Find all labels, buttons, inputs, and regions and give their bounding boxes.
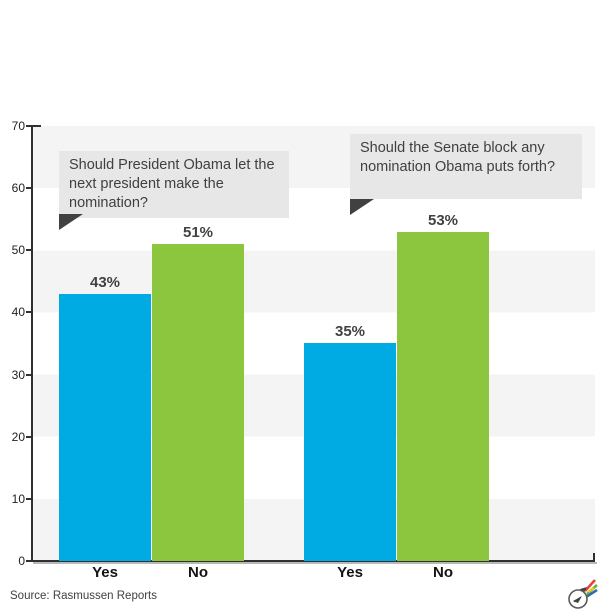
y-axis-line xyxy=(31,125,33,562)
x-axis-line xyxy=(31,560,595,562)
y-axis-tick-label: 70 xyxy=(11,119,25,133)
question-bubble-1: Should President Obama let the next pres… xyxy=(59,151,289,218)
y-axis-tick-label: 60 xyxy=(11,181,25,196)
x-axis-category-label: No xyxy=(433,564,453,581)
y-axis-tick xyxy=(26,187,32,190)
y-axis-tick-label: 50 xyxy=(11,243,25,258)
bar-no-group1 xyxy=(152,244,244,561)
y-axis-tick-label: 10 xyxy=(11,491,25,506)
y-axis-tick-label: 30 xyxy=(11,367,25,382)
bar-yes-group2 xyxy=(304,343,396,561)
y-axis-tick xyxy=(26,497,32,500)
question-bubble-1-tail xyxy=(59,214,83,230)
y-axis-tick-label: 0 xyxy=(18,554,25,568)
y-axis-tick xyxy=(26,249,32,252)
x-axis-end-cap xyxy=(593,553,595,561)
bar-value-label: 53% xyxy=(427,212,459,229)
source-attribution: Source: Rasmussen Reports xyxy=(10,590,158,602)
y-axis-tick xyxy=(26,311,32,314)
bar-value-label: 43% xyxy=(89,274,121,291)
x-axis-category-label: Yes xyxy=(92,564,118,581)
bar-no-group2 xyxy=(397,232,489,561)
x-axis-category-label: No xyxy=(188,564,208,581)
y-axis-tick xyxy=(26,125,32,127)
bar-value-label: 35% xyxy=(334,323,366,340)
bar-yes-group1 xyxy=(59,294,151,561)
x-axis-category-label: Yes xyxy=(337,564,363,581)
y-axis-tick-label: 20 xyxy=(11,429,25,444)
y-axis-tick xyxy=(26,373,32,376)
bar-value-label: 51% xyxy=(182,224,214,241)
question-bubble-1-text: Should President Obama let the next pres… xyxy=(69,157,275,211)
question-bubble-2-text: Should the Senate block any nomination O… xyxy=(360,140,556,175)
y-axis-tick-label: 40 xyxy=(11,305,25,320)
question-bubble-2-tail xyxy=(350,199,374,215)
y-axis-top-cap xyxy=(31,125,41,127)
publisher-dart-logo-icon[interactable] xyxy=(566,576,600,612)
y-axis-tick xyxy=(26,435,32,438)
question-bubble-2: Should the Senate block any nomination O… xyxy=(350,134,582,199)
y-axis-tick xyxy=(26,560,32,562)
